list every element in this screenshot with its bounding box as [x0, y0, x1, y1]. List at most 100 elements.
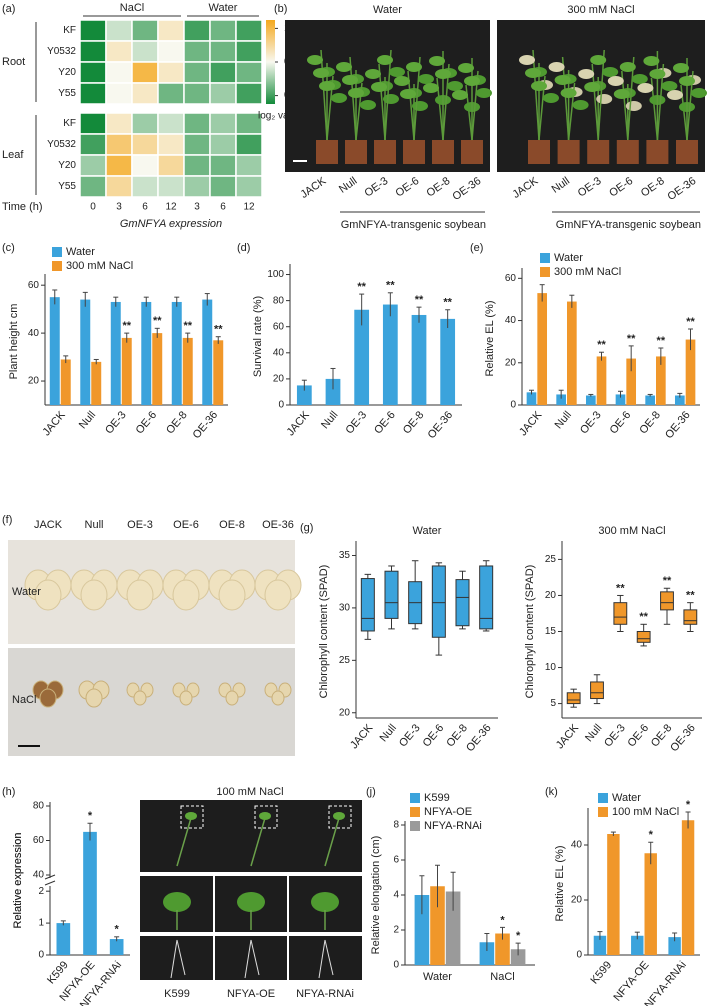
- y-tick-label: 15: [545, 626, 557, 637]
- x-tick-label: OE-3: [103, 409, 129, 436]
- heat-cell: [183, 61, 211, 84]
- bar: [296, 385, 312, 405]
- leaf: [313, 68, 329, 78]
- stem: [384, 49, 392, 141]
- leaf: [596, 94, 613, 104]
- leaf: [271, 690, 285, 706]
- leaf: [163, 892, 191, 912]
- root: [244, 939, 252, 979]
- leaf: [34, 579, 62, 611]
- leaf: [237, 892, 265, 912]
- column-group-label: Water: [209, 2, 238, 14]
- significance-label: *: [516, 930, 521, 942]
- y-axis-label: Relative elongation (cm): [370, 836, 382, 955]
- heat-cell: [209, 19, 237, 42]
- significance-label: *: [686, 799, 691, 811]
- significance-label: *: [115, 924, 120, 936]
- x-tick-label: OE-36: [665, 175, 698, 203]
- photo-title: Water: [373, 4, 402, 16]
- significance-label: **: [686, 316, 695, 328]
- x-tick-label: Null: [550, 175, 572, 196]
- photo-title: 100 mM NaCl: [216, 786, 283, 798]
- column-label: OE-8: [219, 519, 245, 531]
- leaf: [39, 688, 57, 708]
- x-tick-label: 0: [90, 202, 96, 213]
- root: [176, 939, 186, 976]
- x-tick-label: K599: [45, 959, 71, 986]
- x-tick-label: Null: [337, 175, 359, 196]
- heat-cell: [183, 112, 211, 135]
- leaf: [331, 93, 347, 103]
- x-tick-label: NFYA-OE: [227, 988, 275, 1000]
- leaf: [631, 74, 648, 84]
- x-tick-label: OE-6: [625, 722, 651, 749]
- x-tick-label: OE-8: [639, 175, 667, 200]
- scale-bar: [18, 745, 40, 747]
- heat-cell: [131, 154, 159, 177]
- x-tick-label: 6: [220, 202, 226, 213]
- y-axis-label: Relative EL (%): [554, 845, 566, 921]
- y-tick-label: 60: [28, 280, 40, 291]
- y-tick-label: 8: [393, 820, 399, 831]
- bar: [213, 340, 224, 405]
- leaf: [311, 892, 339, 912]
- y-axis-label: Plant height cm: [8, 304, 20, 380]
- leaf: [649, 69, 666, 79]
- bar: [626, 358, 637, 405]
- pot: [587, 140, 610, 164]
- legend-label: Water: [612, 792, 641, 804]
- leaf: [643, 56, 660, 66]
- y-tick-label: 40: [571, 840, 583, 851]
- scale-bar: [293, 160, 307, 162]
- panel-label: (c): [2, 242, 15, 254]
- leaf: [584, 82, 601, 92]
- leaf: [607, 76, 624, 86]
- bar: [152, 333, 163, 405]
- stem: [320, 49, 328, 141]
- stem: [591, 63, 599, 141]
- bar: [430, 886, 445, 965]
- significance-label: **: [639, 611, 648, 623]
- bar: [109, 939, 124, 955]
- leaf: [667, 90, 683, 100]
- x-tick-label: Null: [583, 722, 604, 744]
- legend-label: 300 mM NaCl: [66, 260, 133, 272]
- row-label: KF: [63, 118, 76, 129]
- x-tick-label: Water: [423, 971, 452, 983]
- legend-label: Water: [554, 252, 583, 264]
- bar: [645, 395, 655, 405]
- significance-label: **: [597, 339, 606, 351]
- legend-swatch: [410, 807, 420, 817]
- y-tick-label: 80: [33, 801, 45, 812]
- x-tick-label: Null: [77, 409, 98, 431]
- panel-label: (k): [545, 786, 558, 798]
- column-label: OE-6: [173, 519, 199, 531]
- heat-cell: [183, 133, 211, 156]
- bar: [596, 356, 607, 405]
- x-tick-label: K599: [164, 988, 190, 1000]
- heat-cell: [209, 40, 237, 63]
- bar: [615, 394, 626, 405]
- x-tick-label: Null: [378, 722, 399, 744]
- caption: GmNFYA-transgenic soybean: [556, 219, 701, 231]
- bar: [354, 309, 370, 405]
- heat-cell: [105, 112, 133, 135]
- heat-cell: [79, 40, 107, 63]
- box: [566, 692, 581, 705]
- leaf: [602, 67, 619, 77]
- leaf: [412, 101, 428, 111]
- significance-label: **: [443, 297, 452, 309]
- pot: [316, 140, 338, 164]
- heat-cell: [157, 19, 185, 42]
- bar: [80, 299, 91, 405]
- row-group-label: Root: [2, 56, 25, 68]
- legend-label: NFYA-RNAi: [424, 820, 482, 832]
- panel-label: (d): [237, 242, 250, 254]
- significance-label: **: [616, 582, 625, 594]
- x-tick-label: OE-3: [576, 175, 604, 200]
- leaf: [679, 76, 695, 86]
- heat-cell: [183, 19, 211, 42]
- leaf: [447, 81, 463, 91]
- root: [250, 939, 260, 976]
